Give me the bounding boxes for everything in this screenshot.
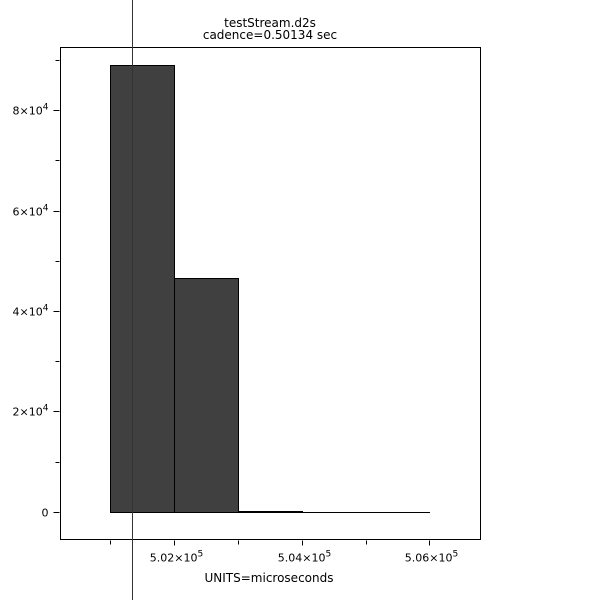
y-tick-label: 2×104	[13, 404, 49, 419]
x-tick-label: 5.04×105	[278, 550, 331, 565]
x-tick-label: 5.06×105	[405, 550, 458, 565]
histogram-bar-1	[175, 279, 239, 513]
histogram-bar-0	[111, 66, 175, 513]
histogram-bar-2	[239, 512, 303, 513]
y-tick-label: 4×104	[13, 304, 49, 319]
y-tick-label: 6×104	[13, 204, 49, 219]
y-tick-label: 8×104	[13, 103, 49, 118]
x-tick-label: 5.02×105	[150, 550, 203, 565]
x-axis-label: UNITS=microseconds	[205, 571, 334, 585]
y-tick-label: 0	[42, 507, 49, 520]
chart-subtitle: cadence=0.50134 sec	[203, 28, 337, 42]
